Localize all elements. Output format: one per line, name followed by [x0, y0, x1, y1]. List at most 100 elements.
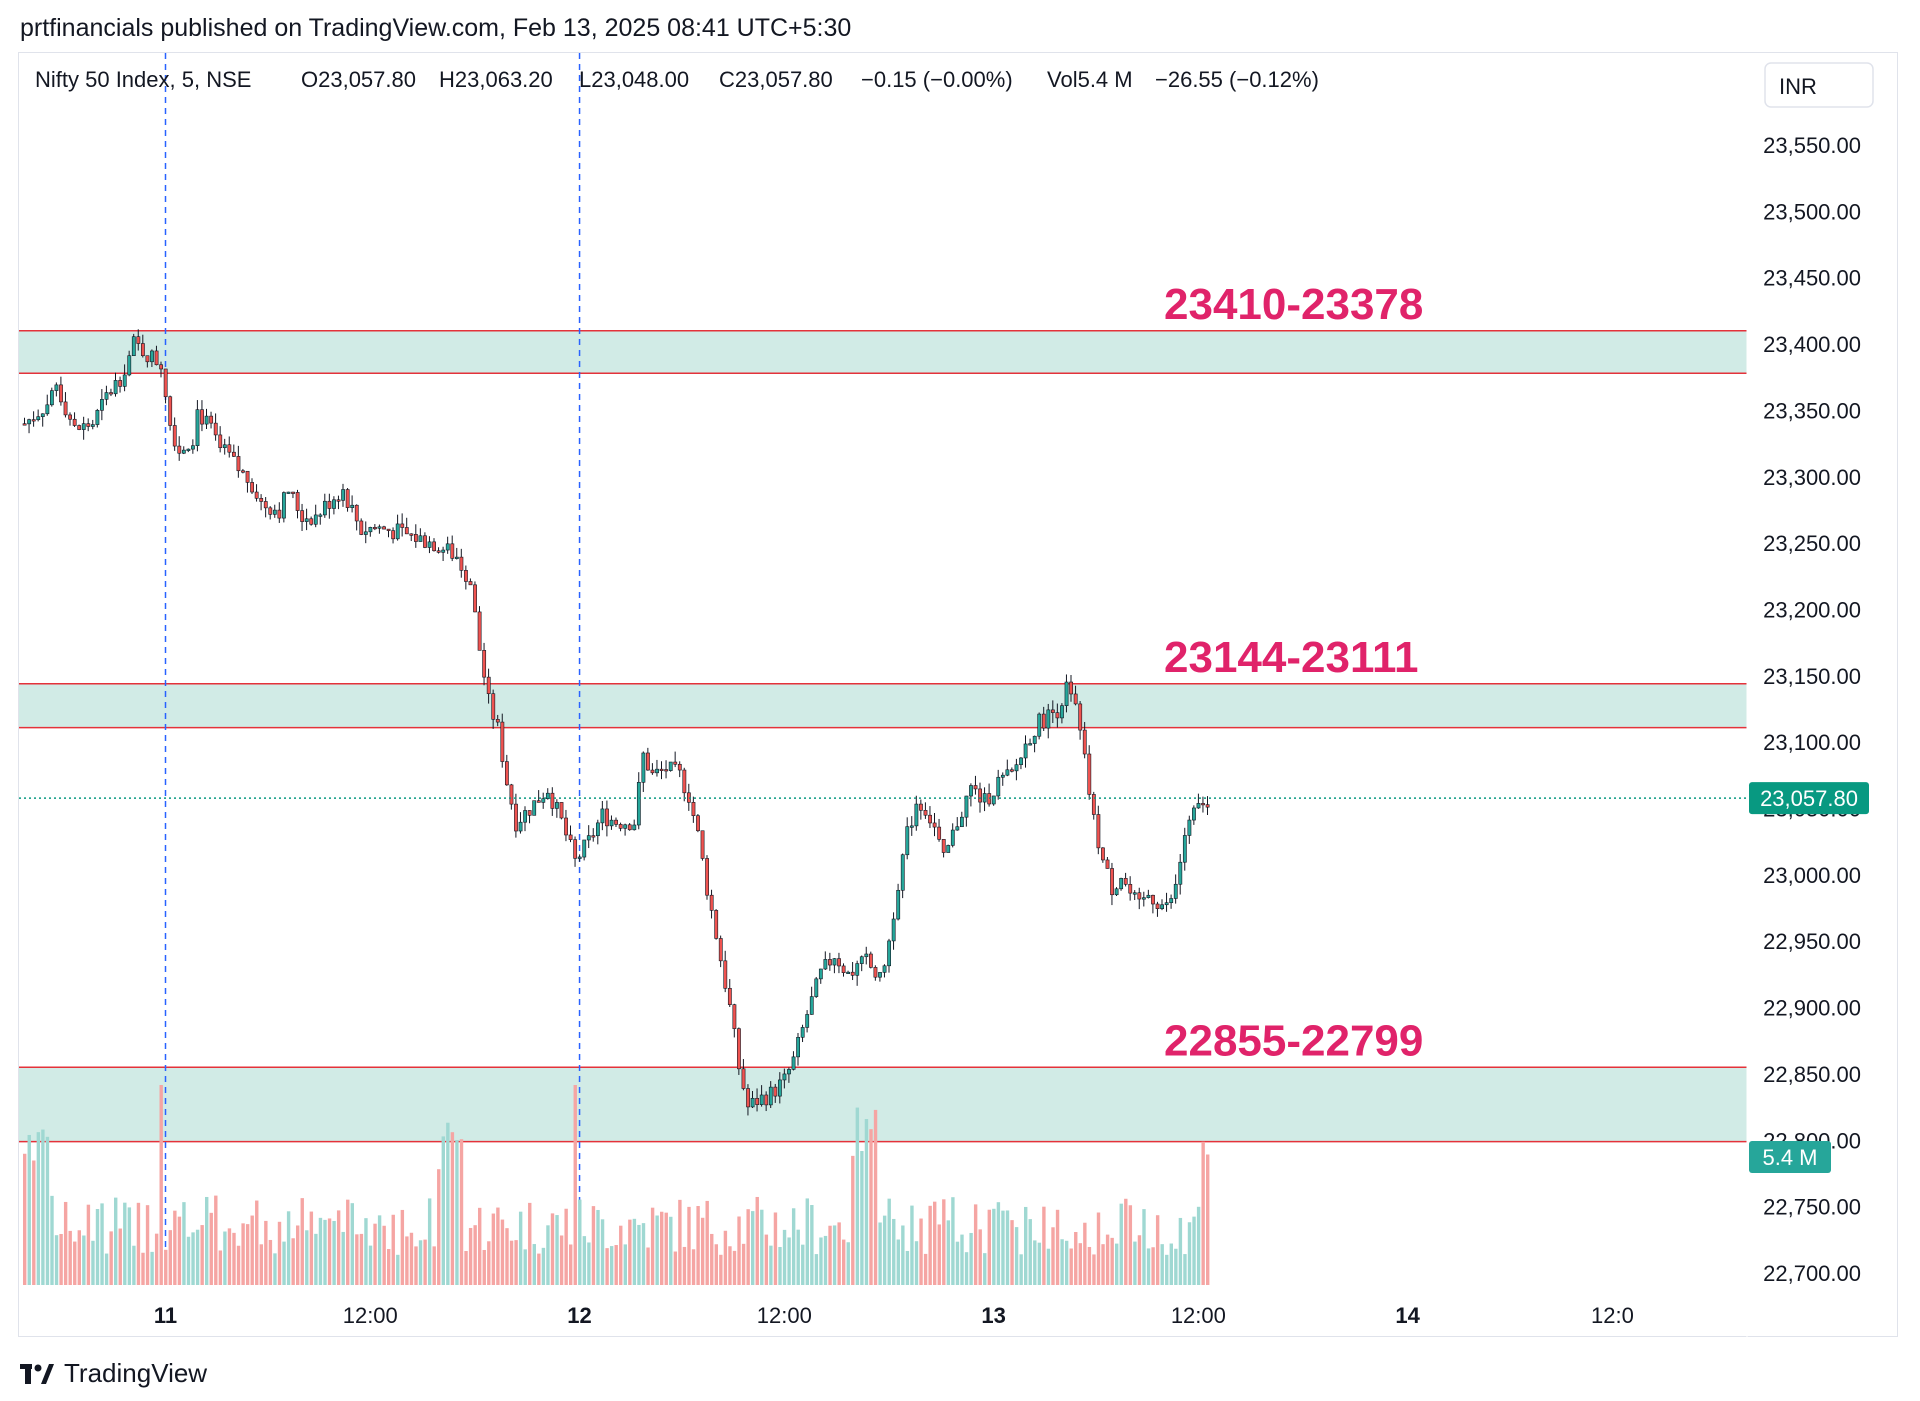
- volume-bar: [591, 1206, 596, 1285]
- candle-body: [482, 650, 487, 678]
- candle-body: [841, 965, 846, 974]
- candle-body: [727, 988, 732, 1005]
- candle-body: [22, 423, 27, 426]
- volume-bar: [1178, 1217, 1183, 1285]
- volume-bar: [95, 1209, 100, 1285]
- candle-body: [418, 535, 423, 542]
- volume-bar: [528, 1202, 532, 1285]
- volume-bar: [300, 1198, 304, 1285]
- candle-body: [159, 364, 164, 370]
- published-by-text: prtfinancials published on TradingView.c…: [20, 14, 852, 42]
- candle-body: [1114, 888, 1119, 896]
- zone-band[interactable]: [19, 330, 1747, 374]
- volume-bar: [973, 1204, 978, 1285]
- price-axis: 23,550.00 23,500.00 23,450.00 23,400.00 23,3…: [1746, 53, 1861, 1338]
- candle-body: [1160, 904, 1165, 909]
- volume-bar: [1124, 1198, 1128, 1285]
- volume-bar: [892, 1218, 896, 1285]
- volume-bar: [1128, 1205, 1133, 1285]
- candle-body: [646, 752, 650, 771]
- volume-bar: [596, 1209, 600, 1285]
- candle-body: [254, 491, 259, 499]
- volume-bar: [1137, 1235, 1142, 1285]
- candle-body: [391, 530, 396, 540]
- candle-body: [714, 910, 719, 939]
- footer-brand[interactable]: TradingView: [20, 1358, 207, 1389]
- zone-band[interactable]: [19, 1067, 1747, 1142]
- volume-bar: [851, 1155, 855, 1285]
- candle-body: [823, 959, 828, 970]
- volume-bar: [573, 1085, 577, 1285]
- volume-bar: [1142, 1209, 1146, 1285]
- candle-body: [1128, 884, 1133, 894]
- candle-body: [1146, 894, 1151, 898]
- y-tick-label: 23,400.00: [1763, 332, 1861, 357]
- volume-bar: [855, 1107, 860, 1285]
- candle-body: [1192, 807, 1196, 821]
- candle-body: [1201, 803, 1205, 806]
- y-tick-label: 22,850.00: [1763, 1062, 1861, 1087]
- volume-bar: [555, 1215, 559, 1285]
- currency-button-box[interactable]: [1764, 62, 1874, 108]
- volume-bar: [1033, 1240, 1037, 1285]
- x-tick-label: 12:00: [757, 1303, 812, 1328]
- candle-body: [309, 518, 314, 525]
- candle-body: [163, 368, 168, 398]
- volume-bar: [273, 1253, 277, 1285]
- candle-body: [209, 415, 214, 424]
- volume-bar: [732, 1250, 737, 1285]
- candle-body: [113, 380, 118, 395]
- candle-body: [1123, 878, 1128, 885]
- volume-bar: [550, 1213, 555, 1285]
- candle-body: [923, 810, 928, 816]
- volume-bar: [1165, 1254, 1169, 1285]
- candle-body: [36, 416, 41, 421]
- candle-body: [1173, 883, 1178, 899]
- x-tick-label: 11: [154, 1303, 177, 1328]
- volume-bar: [569, 1244, 573, 1285]
- currency-button-label[interactable]: INR: [1779, 74, 1817, 99]
- volume-bar: [227, 1228, 232, 1285]
- candle-body: [1119, 878, 1124, 890]
- candle-body: [250, 482, 255, 493]
- candle-body: [363, 531, 368, 535]
- candle-body: [500, 721, 505, 762]
- chart-area[interactable]: 23410-23378 23144-23111 22855-22799 Nifty …: [18, 52, 1898, 1338]
- volume-bar: [869, 1129, 873, 1285]
- candle-body: [614, 819, 619, 825]
- volume-bar: [236, 1245, 241, 1285]
- volume-bar: [1037, 1242, 1042, 1285]
- volume-bar: [896, 1239, 900, 1285]
- candle-body: [550, 792, 555, 809]
- volume-bar: [241, 1223, 245, 1285]
- candle-body: [145, 355, 150, 363]
- candle-body: [632, 824, 637, 831]
- candle-body: [477, 611, 482, 651]
- volume-bar: [218, 1250, 223, 1285]
- candle-body: [350, 504, 355, 508]
- candle-body: [1187, 819, 1192, 836]
- candle-body: [809, 996, 814, 1015]
- volume-bar: [1083, 1222, 1087, 1285]
- volume-bar: [773, 1212, 778, 1285]
- volume-bar: [118, 1228, 122, 1285]
- volume-bar: [314, 1233, 318, 1285]
- zone-label: 23410-23378: [1164, 280, 1423, 329]
- candle-body: [627, 824, 632, 831]
- candle-body: [1023, 743, 1028, 759]
- zone-band[interactable]: [19, 683, 1747, 728]
- volume-layer: [23, 1085, 1210, 1285]
- y-tick-label: 23,000.00: [1763, 863, 1861, 888]
- volume-bar: [1206, 1154, 1210, 1285]
- candle-body: [559, 802, 564, 819]
- candle-body: [122, 374, 127, 387]
- volume-bar: [969, 1232, 973, 1285]
- volume-bar: [141, 1252, 145, 1285]
- x-tick-label: 12:00: [343, 1303, 398, 1328]
- currency-button[interactable]: INR: [1764, 62, 1874, 108]
- volume-bar: [1046, 1248, 1051, 1285]
- candle-body: [345, 489, 350, 508]
- candle-body: [177, 445, 182, 454]
- candle-body: [291, 491, 295, 494]
- candle-body: [172, 425, 177, 447]
